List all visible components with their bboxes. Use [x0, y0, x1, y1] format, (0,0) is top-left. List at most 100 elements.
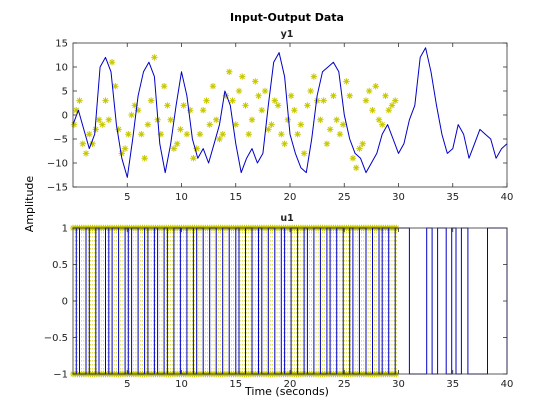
- marker-point: [86, 131, 93, 138]
- marker-point: [213, 116, 220, 123]
- x-tick-label: 25: [338, 379, 351, 390]
- marker-point: [82, 150, 90, 157]
- marker-point: [392, 97, 399, 104]
- marker-point: [70, 121, 78, 128]
- marker-point: [164, 102, 171, 109]
- marker-point: [252, 78, 259, 85]
- marker-point: [112, 83, 119, 90]
- output-line-series: [72, 47, 508, 178]
- marker-point: [141, 155, 148, 162]
- marker-point: [173, 140, 181, 147]
- marker-point: [304, 102, 311, 109]
- marker-point: [330, 92, 337, 99]
- marker-point: [121, 145, 129, 152]
- subplot-title-u1: u1: [280, 213, 293, 224]
- marker-point: [209, 83, 217, 90]
- marker-point: [291, 107, 298, 114]
- marker-point: [349, 155, 357, 162]
- marker-point: [385, 107, 392, 114]
- marker-point: [144, 121, 152, 128]
- marker-point: [375, 116, 383, 123]
- marker-point: [95, 116, 103, 123]
- marker-point: [274, 102, 282, 109]
- y-tick-label: 5: [62, 87, 68, 98]
- marker-point: [108, 59, 116, 66]
- marker-point: [89, 140, 96, 147]
- x-tick-label: 20: [284, 192, 297, 203]
- marker-point: [359, 140, 366, 147]
- marker-point: [157, 131, 165, 138]
- marker-point: [76, 97, 83, 104]
- marker-point: [242, 102, 249, 109]
- marker-point: [105, 116, 113, 123]
- marker-point: [92, 126, 99, 133]
- tick-labels-y1: 5 10 15 20 25 30 35 40 15 10 5 0 −5 −10 −15: [47, 39, 513, 204]
- marker-point: [131, 102, 139, 109]
- marker-point: [219, 131, 226, 138]
- marker-point: [284, 116, 292, 123]
- marker-point: [297, 121, 305, 128]
- x-tick-label: 40: [501, 379, 514, 390]
- marker-point: [177, 126, 184, 133]
- marker-point: [128, 111, 135, 119]
- marker-point: [313, 97, 321, 104]
- x-axis-label: Time (seconds): [244, 385, 329, 398]
- y-tick-label: −5: [53, 135, 68, 146]
- marker-point: [265, 126, 272, 133]
- x-tick-label: 25: [338, 192, 351, 203]
- marker-point: [310, 73, 318, 80]
- marker-point: [287, 92, 295, 99]
- marker-point: [203, 97, 210, 104]
- plot-area-y1: [70, 47, 508, 178]
- marker-point: [118, 150, 126, 157]
- x-tick-label: 15: [229, 192, 242, 203]
- marker-point: [229, 97, 236, 104]
- y-tick-label: −1: [53, 370, 68, 381]
- marker-point: [102, 97, 109, 104]
- marker-point: [362, 97, 370, 104]
- x-tick-label: 40: [501, 192, 514, 203]
- marker-point: [307, 87, 314, 95]
- marker-point: [160, 83, 168, 90]
- marker-point: [268, 121, 275, 128]
- marker-point: [317, 116, 324, 123]
- marker-point: [186, 107, 194, 114]
- marker-point: [258, 107, 265, 114]
- marker-point: [356, 145, 363, 152]
- marker-point: [339, 121, 347, 128]
- y-tick-label: 10: [55, 63, 68, 74]
- marker-point: [343, 78, 350, 85]
- marker-point: [294, 131, 301, 138]
- x-tick-label: 20: [284, 379, 297, 390]
- marker-point: [245, 131, 252, 138]
- marker-point: [336, 131, 344, 138]
- y-axis-label: Amplitude: [23, 176, 36, 233]
- x-tick-label: 30: [392, 379, 405, 390]
- marker-point: [388, 102, 396, 109]
- y-tick-label: −15: [47, 183, 68, 194]
- y-tick-label: 15: [55, 39, 68, 50]
- marker-point: [226, 68, 233, 75]
- y-tick-label: 0: [62, 111, 68, 122]
- marker-point: [346, 92, 353, 99]
- subplot-axes-u1: 5 10 15 20 25 30 35 40 1 0.5 0 −0.5 −1: [44, 224, 514, 391]
- marker-point: [320, 97, 327, 104]
- marker-point: [216, 135, 223, 143]
- marker-point: [372, 83, 379, 90]
- marker-point: [261, 87, 269, 95]
- marker-point: [151, 54, 158, 61]
- axes-frame-y1: [72, 42, 508, 188]
- marker-point: [369, 107, 376, 114]
- marker-point: [180, 102, 187, 109]
- x-tick-label: 10: [175, 379, 188, 390]
- x-tick-label: 15: [229, 379, 242, 390]
- marker-point: [271, 97, 279, 104]
- y-tick-label: 0.5: [52, 260, 68, 271]
- x-tick-label: 10: [175, 192, 188, 203]
- subplot-title-y1: y1: [281, 29, 294, 40]
- y-tick-label: 0: [62, 297, 68, 308]
- marker-point: [190, 155, 197, 162]
- marker-point: [99, 121, 106, 128]
- x-tick-label: 5: [124, 192, 130, 203]
